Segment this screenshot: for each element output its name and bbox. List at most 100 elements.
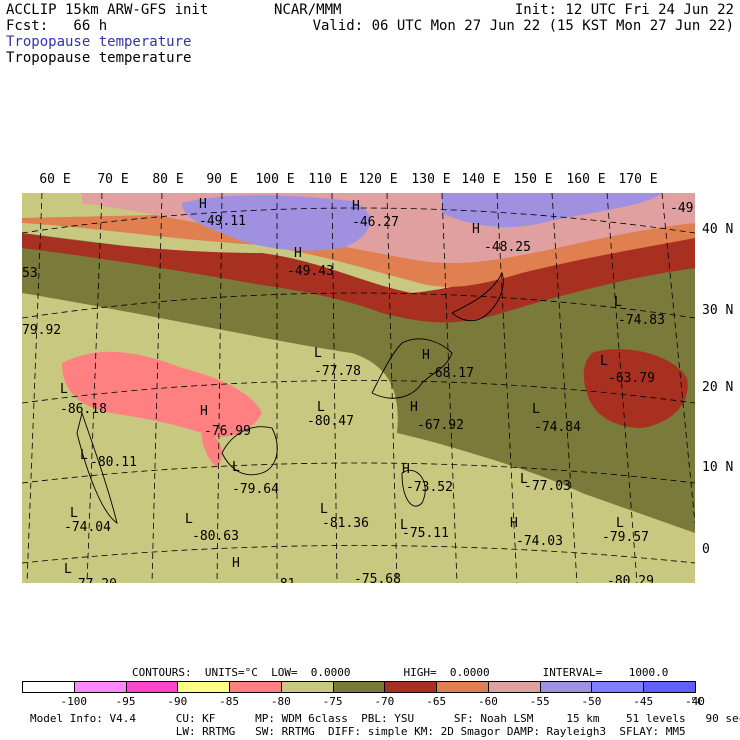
colorbar-label: -40 [685,695,705,708]
colorbar-swatch [22,681,75,693]
value-label: -81.36 [322,516,369,531]
high-marker: H [402,462,410,477]
value-label: -49.11 [199,214,246,229]
low-marker: L [314,346,322,361]
low-marker: L [232,460,240,475]
colorbar-swatch [539,681,593,693]
lat-label: 20 N [702,380,734,395]
low-marker: L [520,472,528,487]
value-label: -81 [272,577,295,583]
value-label: -80.11 [90,455,137,470]
model-info-line1: Model Info: V4.4 CU: KF MP: WDM 6class P… [30,712,740,725]
colorbar-swatch [591,681,645,693]
lat-lon-grid [22,193,695,583]
lat-label: 10 N [702,460,734,475]
field-title-contour: Tropopause temperature [6,50,192,66]
colorbar-label: -95 [115,695,136,708]
lon-label: 120 E [358,172,398,187]
low-marker: L [532,402,540,417]
colorbar-swatch [332,681,386,693]
valid-time: Valid: 06 UTC Mon 27 Jun 22 (15 KST Mon … [312,18,734,34]
value-label: -74.84 [534,420,581,435]
value-label: -80.29 [607,574,654,583]
value-label: -74.04 [64,520,111,535]
low-marker: L [614,295,622,310]
low-marker: L [185,512,193,527]
lat-label: 40 N [702,222,734,237]
value-label: -68.17 [427,366,474,381]
colorbar-label: -80 [270,695,291,708]
colorbar-label: -90 [167,695,188,708]
colorbar-label: -85 [219,695,239,708]
lon-label: 130 E [411,172,451,187]
lon-label: 110 E [308,172,348,187]
org-label: NCAR/MMM [274,2,342,18]
low-marker: L [400,518,408,533]
salmon-area-india [62,351,262,437]
lon-label: 150 E [513,172,553,187]
high-marker: H [422,348,430,363]
colorbar-label: -45 [633,695,654,708]
colorbar-unit: °C [690,695,704,708]
tropopause-temperature-map: H-49.11H-46.27H-49.43H-48.25-495379.92L-… [22,193,695,583]
value-label: -77.20 [70,577,117,583]
colorbar-label: -75 [322,695,343,708]
colorbar-label: -50 [581,695,602,708]
purple-area-west [182,195,371,251]
colorbar-swatch [280,681,334,693]
lon-label: 70 E [97,172,129,187]
value-label: -76.99 [204,424,251,439]
model-title: ACCLIP 15km ARW-GFS init [6,2,209,18]
value-label: -80.63 [192,529,239,544]
value-label: 53 [22,266,38,281]
low-marker: L [600,354,608,369]
lon-label: 60 E [39,172,71,187]
colorbar-swatch [487,681,541,693]
high-marker: H [352,199,360,214]
high-marker: H [410,400,418,415]
olive-band [22,233,695,533]
value-label: -67.92 [417,418,464,433]
colorbar-swatch [643,681,696,693]
colorbar-label: -60 [477,695,498,708]
low-marker: L [70,506,78,521]
colorbar-swatch [73,681,127,693]
lon-label: 100 E [255,172,295,187]
colorbar-swatch [384,681,438,693]
value-label: -74.03 [516,534,563,549]
value-label: -46.27 [352,215,399,230]
init-time: Init: 12 UTC Fri 24 Jun 22 [514,2,734,18]
value-label: -86.18 [60,402,107,417]
colorbar-swatch [436,681,489,693]
field-title-shaded: Tropopause temperature [6,34,192,50]
high-marker: H [472,222,480,237]
lon-label: 80 E [152,172,184,187]
low-marker: L [60,382,68,397]
value-label: -77.03 [524,479,571,494]
lat-label: 30 N [702,303,734,318]
high-marker: H [294,246,302,261]
value-label: 79.92 [22,323,61,338]
map-labels: H-49.11H-46.27H-49.43H-48.25-495379.92L-… [22,197,693,583]
high-marker: H [510,516,518,531]
colorbar-swatch [229,681,282,693]
value-label: -63.79 [608,371,655,386]
value-label: -77.78 [314,364,361,379]
salmon-area-bay [201,428,222,468]
low-marker: L [320,502,328,517]
colorbar-label: -65 [426,695,447,708]
value-label: -79.64 [232,482,279,497]
high-marker: H [232,556,240,571]
value-label: -80.47 [307,414,354,429]
contours-info: CONTOURS: UNITS=°C LOW= 0.0000 HIGH= 0.0… [132,666,669,679]
low-marker: L [616,516,624,531]
forecast-hour: Fcst: 66 h [6,18,108,34]
lat-label: 0 [702,542,710,557]
lon-label: 170 E [618,172,658,187]
coastlines [76,271,504,525]
purple-area-east [442,193,662,228]
value-label: -73.52 [406,480,453,495]
colorbar-swatch [177,681,231,693]
low-marker: L [64,562,72,577]
model-info-line2: LW: RRTMG SW: RRTMG DIFF: simple KM: 2D … [30,725,686,738]
